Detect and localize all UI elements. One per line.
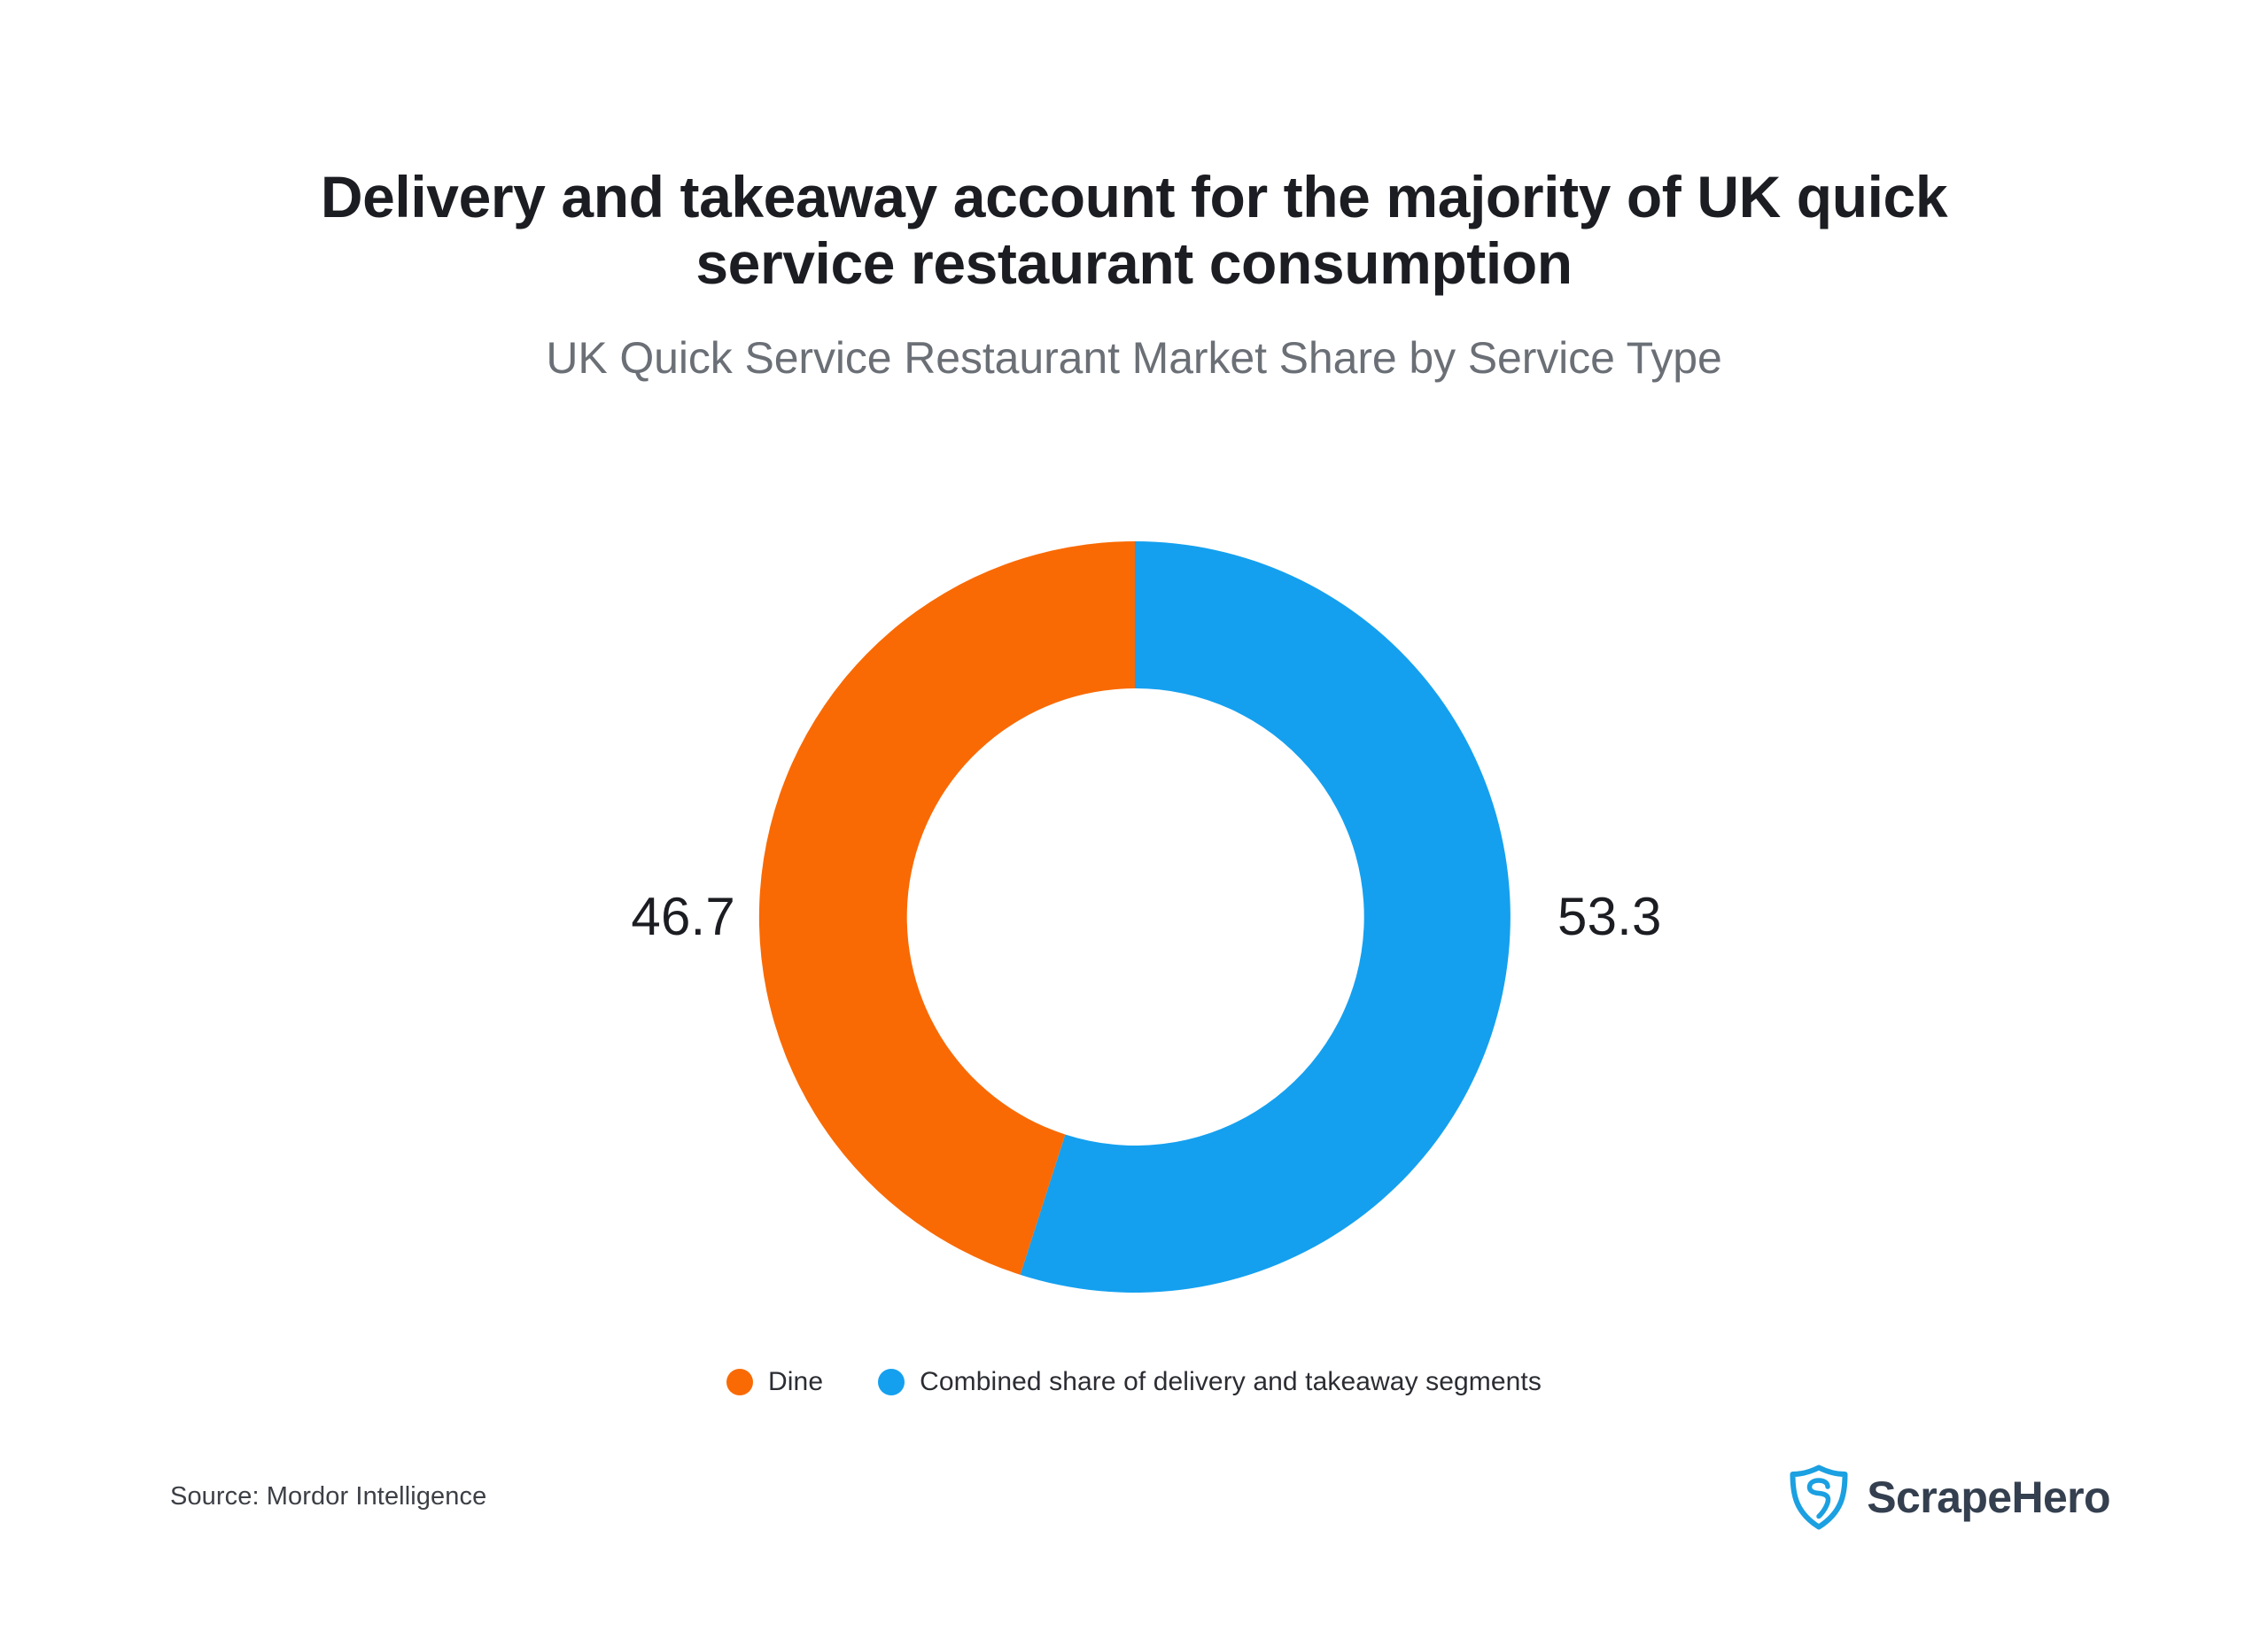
donut-slice-combined-delivery-takeaway[interactable] bbox=[1020, 541, 1511, 1293]
legend-item-label: Dine bbox=[768, 1367, 824, 1396]
chart-header: Delivery and takeaway account for the ma… bbox=[0, 164, 2268, 384]
source-note: Source: Mordor Intelligence bbox=[170, 1482, 487, 1511]
data-label-dine: 46.7 bbox=[631, 887, 735, 946]
donut-slice-dine[interactable] bbox=[758, 541, 1135, 1275]
donut-svg bbox=[758, 541, 1511, 1293]
legend-swatch-icon bbox=[878, 1369, 905, 1395]
legend-item-dine[interactable]: Dine bbox=[726, 1367, 823, 1397]
brand-logo: ScrapeHero bbox=[1789, 1464, 2111, 1530]
brand-name: ScrapeHero bbox=[1867, 1472, 2110, 1522]
legend-swatch-icon bbox=[726, 1369, 754, 1395]
chart-legend: Dine Combined share of delivery and take… bbox=[0, 1367, 2268, 1397]
scrapehero-shield-icon bbox=[1790, 1464, 1848, 1530]
page-title: Delivery and takeaway account for the ma… bbox=[320, 164, 1948, 297]
data-label-combined: 53.3 bbox=[1557, 887, 1662, 946]
chart-subtitle: UK Quick Service Restaurant Market Share… bbox=[546, 333, 1722, 384]
donut-chart[interactable] bbox=[758, 540, 1511, 1294]
legend-item-combined-delivery-takeaway[interactable]: Combined share of delivery and takeaway … bbox=[878, 1367, 1542, 1397]
legend-item-label: Combined share of delivery and takeaway … bbox=[920, 1367, 1542, 1396]
